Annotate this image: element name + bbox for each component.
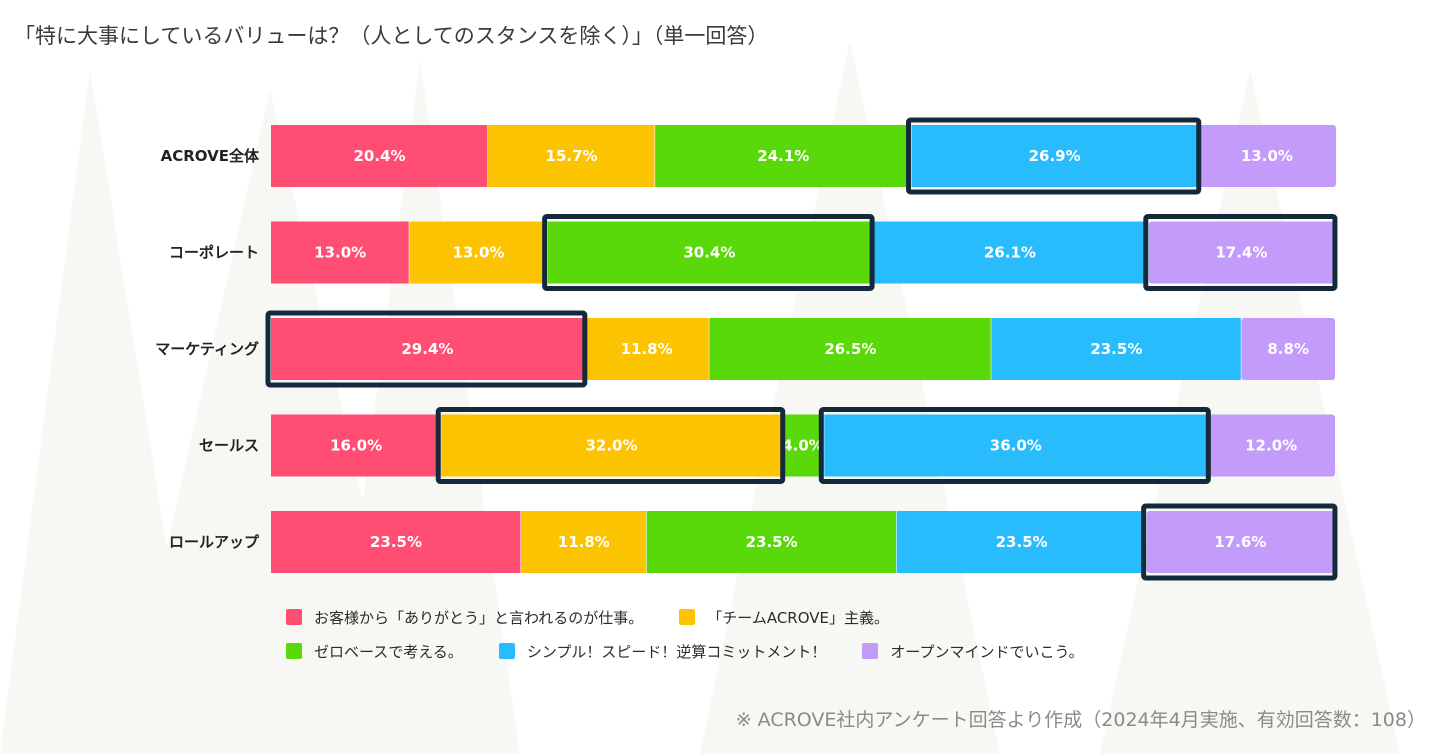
legend-label-team: 「チームACROVE」主義。 (707, 608, 889, 627)
bar-segment-thanks (271, 221, 409, 284)
bar-segment-speed (824, 414, 1207, 477)
legend-swatch-purple (862, 643, 879, 659)
highlight-frame (1143, 214, 1338, 291)
bar-segment-team (441, 414, 782, 477)
highlight-frame (265, 310, 588, 388)
bar-segment-speed (991, 318, 1241, 380)
highlight-frame (906, 117, 1202, 195)
bar-segment-zerobase (646, 511, 897, 573)
background-peak (700, 40, 1000, 754)
legend-row: ゼロベースで考える。 シンプル！スピード！逆算コミットメント！ オープンマインド… (286, 640, 1186, 662)
legend-item-speed: シンプル！スピード！逆算コミットメント！ (498, 641, 827, 662)
data-label: 17.4% (1215, 244, 1267, 262)
data-label: 26.1% (984, 244, 1036, 262)
data-label: 12.0% (1245, 437, 1297, 455)
legend-swatch-yellow (679, 609, 696, 625)
data-label: 36.0% (990, 437, 1042, 455)
data-label: 23.5% (1090, 340, 1142, 358)
legend-label-zerobase: ゼロベースで考える。 (314, 642, 463, 661)
data-label: 17.6% (1214, 533, 1266, 551)
legend-label-speed: シンプル！スピード！逆算コミットメント！ (526, 642, 827, 661)
bar-segment-thanks (271, 125, 488, 187)
bar-segment-openmind (1207, 414, 1335, 477)
data-label: 13.0% (452, 244, 504, 262)
footnote: ※ ACROVE社内アンケート回答より作成（2024年4月実施、有効回答数：10… (735, 709, 1426, 731)
bar-segment-openmind (1146, 511, 1334, 573)
bar-segment-team (583, 318, 709, 380)
legend-label-openmind: オープンマインドでいこう。 (890, 642, 1084, 661)
category-label: ACROVE全体 (161, 147, 260, 165)
data-label: 13.0% (1241, 147, 1293, 165)
background-peak (1100, 70, 1400, 754)
data-label: 24.1% (757, 147, 809, 165)
legend-swatch-pink (286, 609, 302, 625)
data-label: 13.0% (314, 244, 366, 262)
highlight-frame (1141, 503, 1338, 581)
bar-segment-openmind (1148, 221, 1334, 284)
data-label: 20.4% (354, 147, 406, 165)
data-label: 8.8% (1267, 340, 1309, 358)
legend-swatch-green (286, 643, 302, 659)
chart-title: 「特に大事にしているバリューは？（人としてのスタンスを除く）」（単一回答） (14, 24, 769, 48)
bar-segment-speed (896, 511, 1147, 573)
data-label: 16.0% (330, 437, 382, 455)
legend-label-thanks: お客様から「ありがとう」と言われるのが仕事。 (314, 608, 644, 627)
data-label: 29.4% (401, 340, 453, 358)
highlight-frame (542, 214, 875, 291)
bar-segment-team (488, 125, 655, 187)
data-label: 11.8% (621, 340, 673, 358)
bar-segment-thanks (271, 414, 441, 477)
highlight-frame (818, 407, 1211, 484)
category-label: コーポレート (169, 244, 259, 262)
bar-segment-team (409, 221, 548, 284)
background-peak (120, 90, 420, 754)
bar-segment-thanks (271, 511, 521, 573)
bar-segment-zerobase (547, 221, 871, 284)
legend-item-zerobase: ゼロベースで考える。 (286, 641, 463, 662)
legend-row: お客様から「ありがとう」と言われるのが仕事。 「チームACROVE」主義。 (286, 606, 1186, 628)
bar-segment-speed (871, 221, 1149, 284)
data-label: 26.9% (1029, 147, 1081, 165)
bar-segment-zerobase (655, 125, 911, 187)
category-label: セールス (199, 437, 259, 455)
highlight-frame (435, 407, 786, 484)
data-label: 23.5% (370, 533, 422, 551)
bar-segment-openmind (1197, 125, 1337, 187)
category-label: ロールアップ (169, 533, 260, 551)
bar-segment-zerobase (781, 414, 824, 477)
data-label: 4.0% (782, 437, 824, 455)
data-label: 11.8% (558, 533, 610, 551)
data-label: 32.0% (585, 437, 637, 455)
stacked-bar-chart: ACROVE全体 20.4% 15.7% 24.1% 26.9% 13.0% コーポレート 1… (155, 117, 1338, 581)
data-label: 15.7% (546, 147, 598, 165)
bar-segment-zerobase (709, 318, 991, 380)
bar-segment-thanks (271, 318, 584, 380)
data-label: 23.5% (746, 533, 798, 551)
background-peak (330, 60, 520, 754)
legend-item-team: 「チームACROVE」主義。 (679, 607, 889, 628)
bar-segment-openmind (1241, 318, 1335, 380)
data-label: 30.4% (683, 244, 735, 262)
bar-segment-speed (911, 125, 1198, 187)
legend-item-thanks: お客様から「ありがとう」と言われるのが仕事。 (286, 607, 643, 628)
data-label: 26.5% (824, 340, 876, 358)
bar-segment-team (521, 511, 646, 573)
legend: お客様から「ありがとう」と言われるのが仕事。 「チームACROVE」主義。 ゼロ… (286, 606, 1186, 674)
legend-swatch-blue (498, 643, 515, 659)
legend-item-openmind: オープンマインドでいこう。 (862, 641, 1084, 662)
category-label: マーケティング (155, 340, 259, 358)
background-peak (0, 70, 200, 754)
data-label: 23.5% (996, 533, 1048, 551)
